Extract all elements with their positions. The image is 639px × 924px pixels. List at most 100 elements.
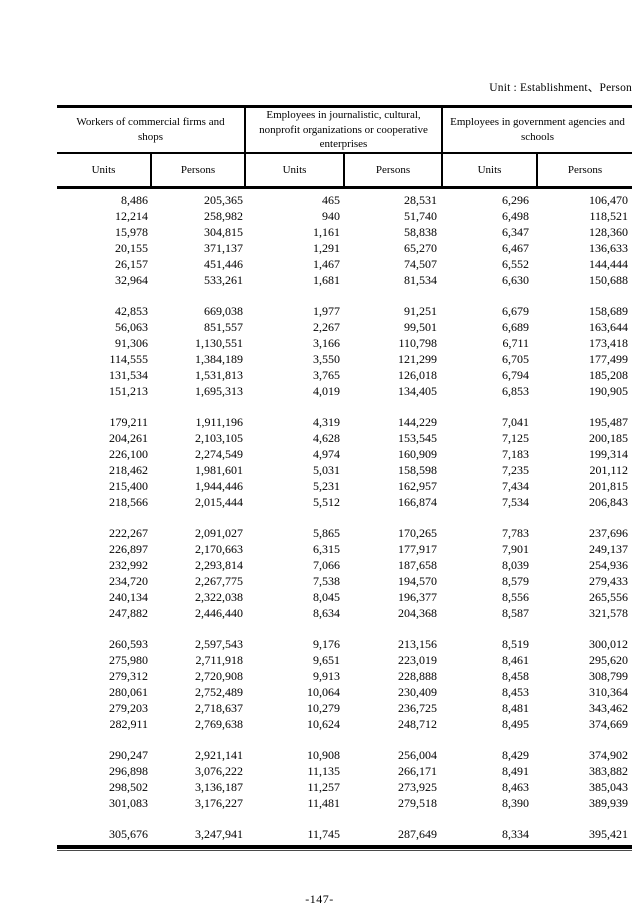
cell: 304,815 <box>204 225 243 239</box>
table-body: 8,486 205,365 465 28,531 6,296 106,470 12,214 2… <box>57 189 632 842</box>
cell: 58,838 <box>404 225 437 239</box>
cell: 8,461 <box>502 653 529 667</box>
cell: 9,176 <box>313 637 340 651</box>
cell: 228,888 <box>398 669 437 683</box>
cell: 279,312 <box>109 669 148 683</box>
page-number: -147- <box>305 892 334 906</box>
block-gap <box>57 510 632 525</box>
cell: 6,552 <box>502 257 529 271</box>
cell: 118,521 <box>589 209 628 223</box>
cell: 15,978 <box>115 225 148 239</box>
cell: 1,161 <box>313 225 340 239</box>
cell: 144,229 <box>398 415 437 429</box>
cell: 6,689 <box>502 320 529 334</box>
cell: 126,018 <box>398 368 437 382</box>
cell: 5,231 <box>313 479 340 493</box>
table-bottom-rule <box>57 845 632 849</box>
cell: 91,306 <box>115 336 148 350</box>
cell: 3,176,227 <box>195 796 243 810</box>
cell: 371,137 <box>204 241 243 255</box>
cell: 234,720 <box>109 574 148 588</box>
cell: 7,783 <box>502 526 529 540</box>
cell: 177,499 <box>589 352 628 366</box>
cell: 374,669 <box>589 717 628 731</box>
table-row: 151,213 1,695,313 4,019 134,405 6,853 190,905 <box>57 383 632 399</box>
cell: 851,557 <box>204 320 243 334</box>
cell: 218,462 <box>109 463 148 477</box>
table-row: 56,063 851,557 2,267 99,501 6,689 163,644 <box>57 319 632 335</box>
cell: 218,566 <box>109 495 148 509</box>
cell: 295,620 <box>589 653 628 667</box>
cell: 213,156 <box>398 637 437 651</box>
cell: 8,045 <box>313 590 340 604</box>
cell: 260,593 <box>109 637 148 651</box>
cell: 162,957 <box>398 479 437 493</box>
cell: 2,274,549 <box>195 447 243 461</box>
cell: 26,157 <box>115 257 148 271</box>
cell: 1,981,601 <box>195 463 243 477</box>
table-row: 301,083 3,176,227 11,481 279,518 8,390 389,93… <box>57 795 632 811</box>
cell: 5,031 <box>313 463 340 477</box>
cell: 343,462 <box>589 701 628 715</box>
cell: 10,279 <box>307 701 340 715</box>
cell: 4,628 <box>313 431 340 445</box>
cell: 74,507 <box>404 257 437 271</box>
cell: 395,421 <box>589 827 628 841</box>
cell: 187,658 <box>398 558 437 572</box>
cell: 158,598 <box>398 463 437 477</box>
cell: 28,531 <box>404 193 437 207</box>
cell: 8,453 <box>502 685 529 699</box>
cell: 6,296 <box>502 193 529 207</box>
cell: 11,745 <box>307 827 340 841</box>
table-row: 280,061 2,752,489 10,064 230,409 8,453 310,36… <box>57 684 632 700</box>
cell: 258,982 <box>204 209 243 223</box>
cell: 128,360 <box>589 225 628 239</box>
subheader-units-3: Units <box>443 154 538 186</box>
cell: 8,486 <box>121 193 148 207</box>
cell: 2,293,814 <box>195 558 243 572</box>
cell: 6,794 <box>502 368 529 382</box>
table-row: 42,853 669,038 1,977 91,251 6,679 158,689 <box>57 303 632 319</box>
cell: 2,015,444 <box>195 495 243 509</box>
cell: 1,130,551 <box>195 336 243 350</box>
cell: 4,319 <box>313 415 340 429</box>
cell: 247,882 <box>109 606 148 620</box>
subheader-persons-2: Persons <box>345 154 443 186</box>
cell: 7,434 <box>502 479 529 493</box>
cell: 173,418 <box>589 336 628 350</box>
cell: 2,446,440 <box>195 606 243 620</box>
table-row: 279,312 2,720,908 9,913 228,888 8,458 308,799 <box>57 668 632 684</box>
cell: 3,166 <box>313 336 340 350</box>
cell: 131,534 <box>109 368 148 382</box>
cell: 2,711,918 <box>195 653 243 667</box>
cell: 7,066 <box>313 558 340 572</box>
table-row: 91,306 1,130,551 3,166 110,798 6,711 173,418 <box>57 335 632 351</box>
cell: 136,633 <box>589 241 628 255</box>
cell: 279,518 <box>398 796 437 810</box>
cell: 5,865 <box>313 526 340 540</box>
cell: 7,041 <box>502 415 529 429</box>
subheader-units-2: Units <box>246 154 345 186</box>
cell: 223,019 <box>398 653 437 667</box>
cell: 374,902 <box>589 748 628 762</box>
cell: 282,911 <box>109 717 148 731</box>
cell: 196,377 <box>398 590 437 604</box>
cell: 8,481 <box>502 701 529 715</box>
cell: 106,470 <box>589 193 628 207</box>
table-row: 218,462 1,981,601 5,031 158,598 7,235 201,112 <box>57 462 632 478</box>
cell: 8,579 <box>502 574 529 588</box>
cell: 2,597,543 <box>195 637 243 651</box>
cell: 6,498 <box>502 209 529 223</box>
cell: 91,251 <box>404 304 437 318</box>
cell: 1,911,196 <box>195 415 243 429</box>
table-row: 114,555 1,384,189 3,550 121,299 6,705 177,499 <box>57 351 632 367</box>
cell: 8,587 <box>502 606 529 620</box>
cell: 301,083 <box>109 796 148 810</box>
cell: 249,137 <box>589 542 628 556</box>
cell: 296,898 <box>109 764 148 778</box>
cell: 204,368 <box>398 606 437 620</box>
cell: 226,897 <box>109 542 148 556</box>
cell: 32,964 <box>115 273 148 287</box>
cell: 1,681 <box>313 273 340 287</box>
cell: 177,917 <box>398 542 437 556</box>
